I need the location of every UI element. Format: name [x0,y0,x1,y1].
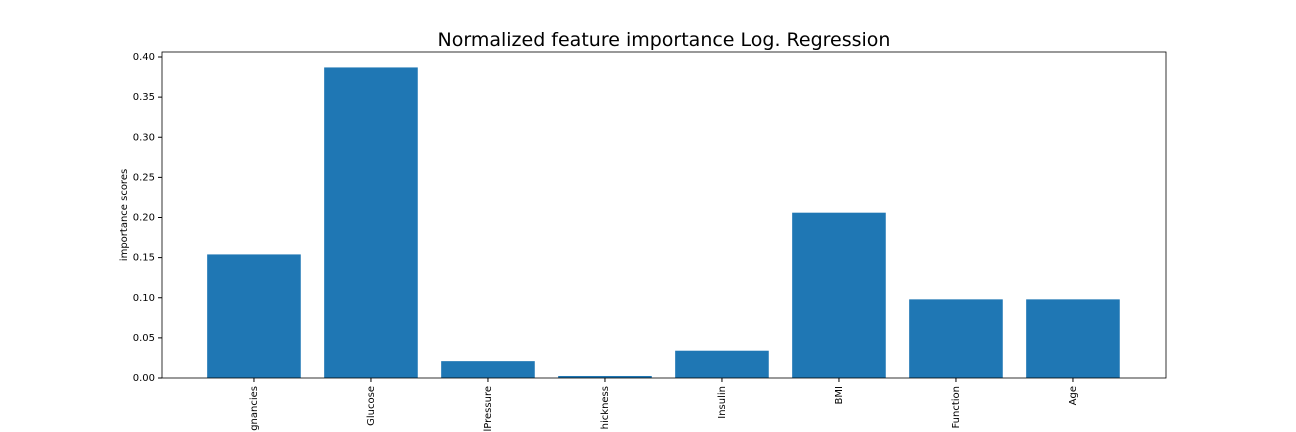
y-tick-label: 0.00 [133,373,155,384]
y-axis-label: importance scores [119,169,130,261]
bar [909,299,1003,378]
bar [207,254,301,378]
bar [675,350,769,378]
x-tick-label: Glucose [366,386,377,426]
y-tick-label: 0.20 [133,213,155,224]
y-tick-label: 0.05 [133,333,155,344]
x-tick-label: lPressure [483,386,494,431]
y-tick-label: 0.40 [133,52,155,63]
x-tick-label: BMI [834,386,845,404]
x-tick-label: Age [1068,386,1079,405]
y-tick-label: 0.15 [133,253,155,264]
bar [558,375,652,378]
y-tick-label: 0.30 [133,132,155,143]
x-tick-label: Function [951,386,962,429]
bar [792,212,886,378]
x-tick-label: gnancies [249,386,260,431]
x-tick-label: Insulin [717,386,728,419]
chart-title: Normalized feature importance Log. Regre… [438,29,891,51]
bar [1026,299,1120,378]
y-tick-label: 0.10 [133,293,155,304]
bar [324,67,418,379]
y-tick-label: 0.25 [133,172,155,183]
bar [441,361,535,378]
plot-frame [161,51,1167,379]
y-tick-label: 0.35 [133,92,155,103]
x-tick-label: hickness [600,386,611,429]
